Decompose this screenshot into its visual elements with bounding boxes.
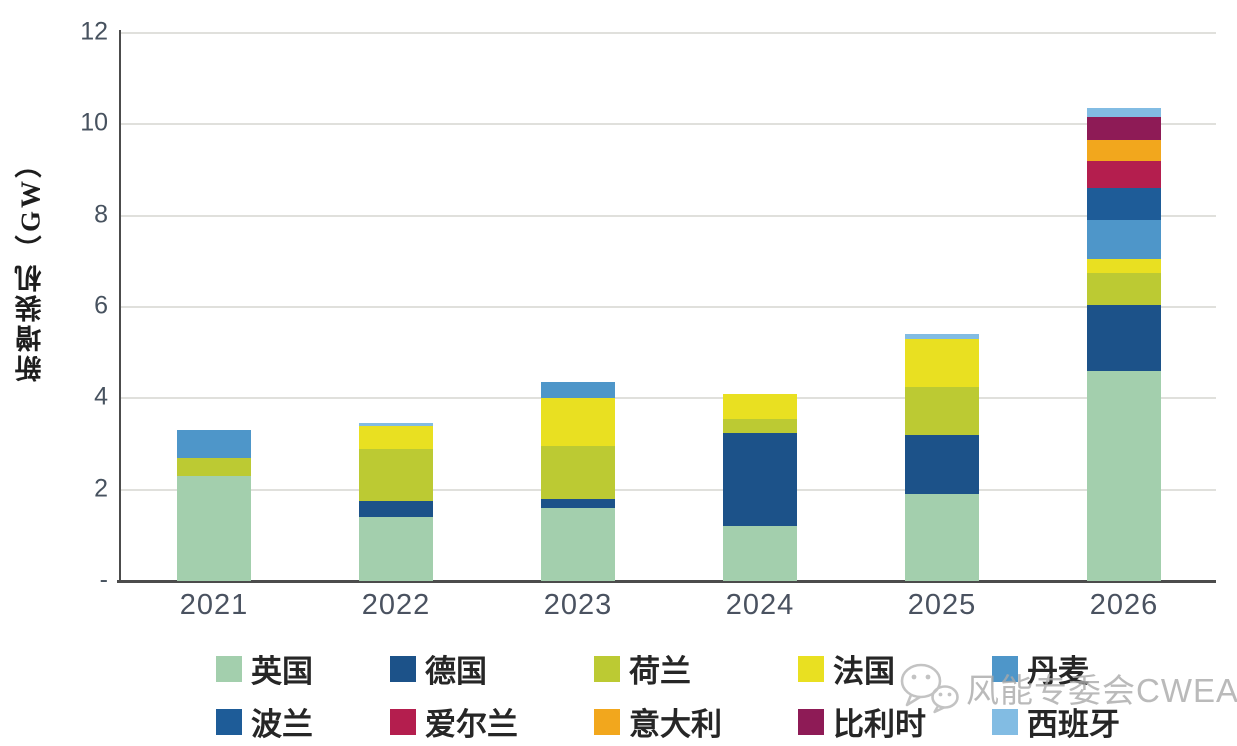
gridline bbox=[120, 214, 1216, 217]
bar-segment bbox=[723, 432, 797, 527]
legend-item: 爱尔兰 bbox=[390, 699, 518, 744]
bar-segment bbox=[1087, 160, 1161, 189]
y-tick-label: 10 bbox=[80, 108, 108, 137]
bar-segment bbox=[177, 475, 251, 581]
legend-label: 德国 bbox=[425, 654, 487, 689]
y-tick-label: - bbox=[99, 565, 108, 594]
legend-swatch bbox=[390, 655, 416, 682]
legend-label: 爱尔兰 bbox=[425, 707, 518, 742]
legend-item: 法国 bbox=[798, 646, 895, 691]
legend-item: 波兰 bbox=[216, 699, 313, 744]
legend-swatch bbox=[594, 708, 620, 735]
legend-item: 意大利 bbox=[594, 699, 722, 744]
x-tick-label: 2025 bbox=[907, 589, 977, 621]
bar-segment bbox=[541, 498, 615, 508]
bar-segment bbox=[1087, 108, 1161, 118]
legend-swatch bbox=[798, 708, 824, 735]
bar-segment bbox=[177, 430, 251, 458]
bar-segment bbox=[1087, 272, 1161, 305]
legend-swatch bbox=[594, 655, 620, 682]
bar-segment bbox=[723, 418, 797, 433]
bar-segment bbox=[905, 434, 979, 495]
legend-label: 比利时 bbox=[833, 707, 926, 742]
bar-segment bbox=[541, 382, 615, 399]
bar-segment bbox=[1087, 188, 1161, 221]
bar-segment bbox=[1087, 140, 1161, 161]
bar-segment bbox=[541, 507, 615, 581]
bar-segment bbox=[723, 393, 797, 419]
bar-segment bbox=[541, 398, 615, 447]
legend-label: 意大利 bbox=[629, 707, 722, 742]
x-tick-label: 2026 bbox=[1089, 589, 1159, 621]
legend-swatch bbox=[216, 655, 242, 682]
bar-segment bbox=[1087, 259, 1161, 273]
legend-swatch bbox=[992, 655, 1018, 682]
bar-segment bbox=[905, 386, 979, 435]
legend-label: 荷兰 bbox=[629, 654, 691, 689]
legend-label: 丹麦 bbox=[1027, 654, 1089, 689]
bar-segment bbox=[177, 457, 251, 476]
legend-item: 英国 bbox=[216, 646, 313, 691]
bar-segment bbox=[1087, 220, 1161, 260]
y-tick-label: 12 bbox=[80, 17, 108, 46]
legend-label: 法国 bbox=[833, 654, 895, 689]
x-tick-label: 2023 bbox=[543, 589, 613, 621]
gridline bbox=[120, 397, 1216, 400]
y-axis-spine bbox=[119, 30, 121, 582]
y-axis-title: 新增装机（GW） bbox=[15, 148, 46, 383]
y-tick-label: 8 bbox=[94, 199, 108, 228]
bar-segment bbox=[905, 494, 979, 581]
gridline bbox=[120, 32, 1216, 34]
x-tick-label: 2022 bbox=[361, 589, 431, 621]
bar-segment bbox=[723, 526, 797, 581]
y-tick-label: 2 bbox=[94, 473, 108, 502]
legend-item: 比利时 bbox=[798, 699, 926, 744]
bar-segment bbox=[359, 517, 433, 581]
bar-segment bbox=[359, 448, 433, 502]
legend-item: 西班牙 bbox=[992, 699, 1120, 744]
legend-label: 英国 bbox=[251, 654, 313, 689]
legend-label: 西班牙 bbox=[1027, 707, 1120, 742]
legend-swatch bbox=[216, 708, 242, 735]
y-tick-label: 4 bbox=[94, 382, 108, 411]
legend-swatch bbox=[992, 708, 1018, 735]
bar-segment bbox=[1087, 117, 1161, 141]
legend-item: 荷兰 bbox=[594, 646, 691, 691]
x-tick-label: 2024 bbox=[725, 589, 795, 621]
y-tick-label: 6 bbox=[94, 291, 108, 320]
bar-segment bbox=[1087, 304, 1161, 371]
legend-item: 德国 bbox=[390, 646, 487, 691]
gridline bbox=[120, 123, 1216, 126]
legend-swatch bbox=[390, 708, 416, 735]
bar-segment bbox=[541, 446, 615, 499]
legend-item: 丹麦 bbox=[992, 646, 1089, 691]
bar-segment bbox=[359, 423, 433, 426]
gridline bbox=[120, 306, 1216, 308]
legend-swatch bbox=[798, 655, 824, 682]
legend-label: 波兰 bbox=[251, 707, 313, 742]
bar-segment bbox=[1087, 370, 1161, 581]
x-axis-line bbox=[117, 580, 1216, 583]
bar-segment bbox=[359, 425, 433, 449]
bar-segment bbox=[905, 338, 979, 387]
x-tick-label: 2021 bbox=[179, 589, 249, 621]
bar-segment bbox=[359, 501, 433, 518]
bar-segment bbox=[905, 334, 979, 339]
gridline bbox=[120, 488, 1216, 491]
